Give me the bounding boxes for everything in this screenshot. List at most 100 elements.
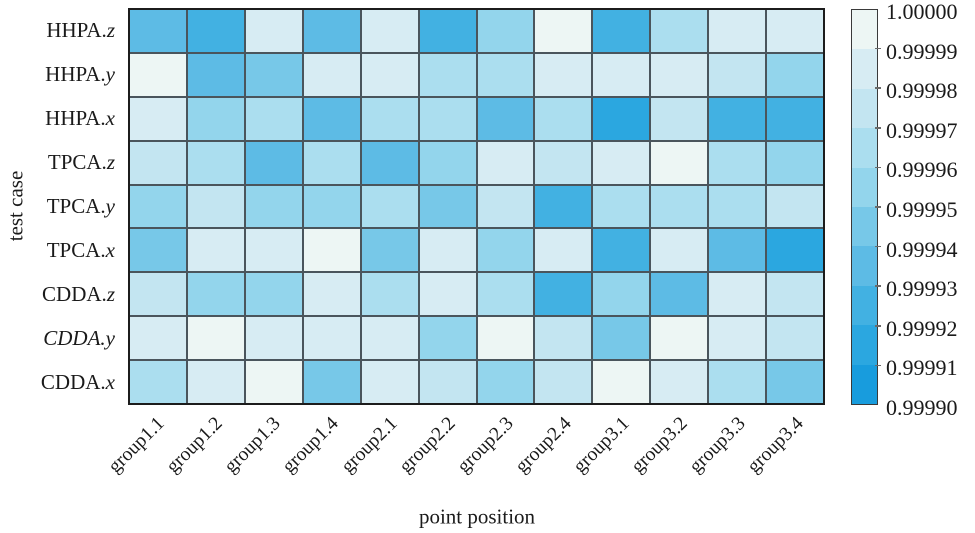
row-label: HHPA. x bbox=[0, 96, 122, 140]
heatmap-cell bbox=[593, 361, 650, 403]
heatmap-cell bbox=[477, 361, 534, 403]
row-label-prefix: HHPA. bbox=[45, 105, 106, 130]
heatmap-cell bbox=[130, 97, 186, 140]
y-axis-title: test case bbox=[3, 170, 28, 242]
heatmap-cell bbox=[477, 97, 534, 140]
heatmap-cell bbox=[709, 317, 766, 360]
heatmap-cell bbox=[303, 361, 360, 403]
heatmap-cell bbox=[130, 185, 186, 228]
colorbar-tick-label: 0.99996 bbox=[886, 157, 958, 183]
heatmap-cell bbox=[187, 97, 244, 140]
heatmap-cell bbox=[651, 317, 708, 360]
colorbar-segment bbox=[852, 364, 877, 405]
row-label-suffix: x bbox=[105, 370, 115, 395]
row-label: CDDA. x bbox=[0, 361, 122, 405]
heatmap-cell bbox=[593, 141, 650, 184]
heatmap-cell bbox=[187, 229, 244, 272]
heatmap-cell bbox=[477, 10, 534, 52]
heatmap-cell bbox=[593, 53, 650, 96]
colorbar-tick bbox=[875, 87, 881, 89]
row-label: CDDA. y bbox=[0, 317, 122, 361]
heatmap-cell bbox=[187, 317, 244, 360]
heatmap-cell bbox=[593, 317, 650, 360]
heatmap-cell bbox=[767, 53, 823, 96]
heatmap-cell bbox=[477, 273, 534, 316]
heatmap-cell bbox=[303, 317, 360, 360]
row-label-prefix: HHPA. bbox=[46, 17, 107, 42]
row-label-suffix: z bbox=[106, 282, 115, 307]
y-axis-tick-labels: HHPA. z HHPA. y HHPA. x TPCA. z TPCA. y TPCA. x CDDA… bbox=[0, 8, 122, 405]
heatmap-cell bbox=[419, 141, 476, 184]
heatmap-cell bbox=[361, 141, 418, 184]
colorbar-tick-label: 0.99998 bbox=[886, 78, 958, 104]
colorbar-tick bbox=[875, 127, 881, 129]
heatmap-cell bbox=[361, 317, 418, 360]
heatmap-cell bbox=[709, 97, 766, 140]
row-label-suffix: x bbox=[105, 238, 115, 263]
colorbar-segment bbox=[852, 325, 877, 365]
colorbar-tick-label: 0.99990 bbox=[886, 395, 958, 420]
heatmap-cell bbox=[477, 229, 534, 272]
colorbar-segment bbox=[852, 246, 877, 286]
heatmap-cell bbox=[187, 141, 244, 184]
heatmap-cell bbox=[593, 97, 650, 140]
row-label-prefix: CDDA. bbox=[40, 370, 106, 395]
colorbar-tick bbox=[875, 47, 881, 50]
heatmap-cell bbox=[130, 141, 186, 184]
heatmap-cell bbox=[709, 229, 766, 272]
col-label: group1.3 bbox=[220, 413, 286, 478]
heatmap-cell bbox=[303, 229, 360, 272]
colorbar-tick bbox=[875, 245, 881, 248]
heatmap-cell bbox=[535, 141, 592, 184]
heatmap-cell bbox=[419, 317, 476, 360]
row-label-prefix: TPCA. bbox=[46, 193, 106, 218]
heatmap-cell bbox=[187, 273, 244, 316]
heatmap-cell bbox=[303, 53, 360, 96]
heatmap-cell bbox=[767, 97, 823, 140]
colorbar-segment bbox=[852, 167, 877, 208]
colorbar-tick bbox=[875, 364, 881, 367]
heatmap-cell bbox=[245, 53, 302, 96]
heatmap-cell bbox=[245, 229, 302, 272]
heatmap-cell bbox=[535, 185, 592, 228]
row-label: HHPA. z bbox=[0, 8, 122, 52]
row-label-prefix: TPCA. bbox=[46, 238, 106, 263]
heatmap-cell bbox=[419, 229, 476, 272]
heatmap-cell bbox=[477, 185, 534, 228]
heatmap-cell bbox=[419, 53, 476, 96]
heatmap-cell bbox=[303, 97, 360, 140]
row-label: TPCA. y bbox=[0, 184, 122, 228]
heatmap-cell bbox=[477, 53, 534, 96]
colorbar-tick-label: 0.99997 bbox=[886, 117, 958, 143]
heatmap-cell bbox=[535, 97, 592, 140]
heatmap-cell bbox=[130, 53, 186, 96]
col-label: group2.1 bbox=[336, 413, 402, 478]
colorbar-segment bbox=[852, 10, 877, 50]
colorbar-tick-label: 0.99993 bbox=[886, 276, 958, 302]
heatmap-cell bbox=[130, 10, 186, 52]
heatmap-cell bbox=[651, 53, 708, 96]
colorbar bbox=[851, 9, 878, 405]
heatmap-cell bbox=[535, 317, 592, 360]
heatmap-cell bbox=[593, 229, 650, 272]
heatmap-cell bbox=[419, 185, 476, 228]
colorbar-tick-label: 0.99991 bbox=[886, 355, 958, 381]
heatmap-cell bbox=[709, 141, 766, 184]
heatmap-cell bbox=[651, 361, 708, 403]
colorbar-segment bbox=[852, 207, 877, 247]
colorbar-tick bbox=[875, 285, 881, 287]
heatmap-cell bbox=[477, 141, 534, 184]
heatmap-cell bbox=[245, 141, 302, 184]
col-label: group3.4 bbox=[743, 413, 808, 478]
heatmap-cell bbox=[767, 317, 823, 360]
row-label-suffix: x bbox=[105, 105, 115, 130]
heatmap-cell bbox=[651, 10, 708, 52]
heatmap-cell bbox=[245, 361, 302, 403]
heatmap-cell bbox=[361, 273, 418, 316]
row-label-prefix: CDDA. bbox=[42, 282, 107, 307]
colorbar-tick bbox=[875, 206, 881, 208]
heatmap-cell bbox=[709, 10, 766, 52]
heatmap-cell bbox=[187, 185, 244, 228]
heatmap-cell bbox=[187, 53, 244, 96]
row-label-suffix: z bbox=[106, 17, 115, 42]
